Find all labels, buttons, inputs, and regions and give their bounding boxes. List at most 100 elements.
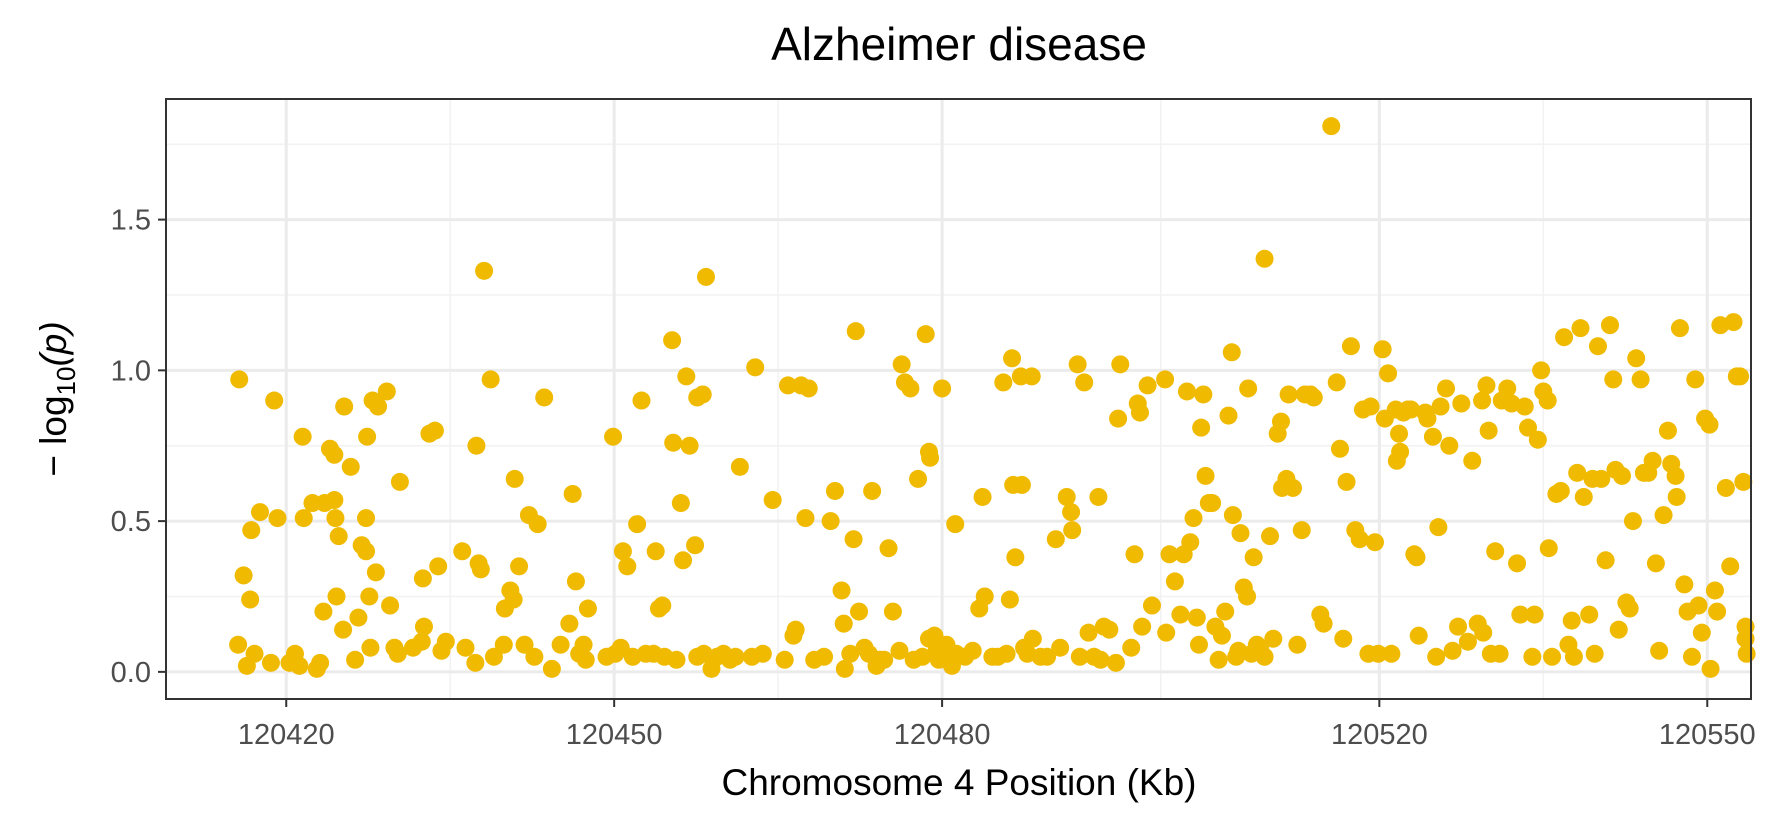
data-point (1341, 337, 1360, 356)
data-point (1189, 635, 1208, 654)
data-point (429, 557, 448, 576)
data-point (242, 521, 261, 540)
data-point (850, 602, 869, 621)
data-point (334, 620, 353, 639)
data-point (946, 515, 965, 534)
data-point (664, 433, 683, 452)
data-point (1373, 340, 1392, 359)
data-point (241, 590, 260, 609)
data-point (1177, 382, 1196, 401)
data-point (753, 644, 772, 663)
data-point (528, 515, 547, 534)
data-point (327, 587, 346, 606)
x-axis: 120420 120450 120480 120520 120550 (238, 699, 1756, 751)
data-point (314, 602, 333, 621)
data-point (481, 370, 500, 389)
data-point (1604, 370, 1623, 389)
data-point (1568, 463, 1587, 482)
data-point (1551, 481, 1570, 500)
data-point (1525, 605, 1544, 624)
data-point (1304, 388, 1323, 407)
data-point (366, 563, 385, 582)
data-point (413, 569, 432, 588)
data-point (1519, 418, 1538, 437)
y-axis-title-prefix: − log (33, 395, 74, 476)
data-point (1322, 117, 1341, 136)
data-point (1564, 647, 1583, 666)
data-point (357, 542, 376, 561)
data-point (1203, 494, 1222, 513)
data-point (1292, 521, 1311, 540)
data-point (646, 542, 665, 561)
y-axis-title: − log10(p) (33, 321, 81, 476)
data-point (1068, 355, 1087, 374)
y-axis-title-suffix: (p) (33, 321, 74, 366)
data-point (1613, 466, 1632, 485)
data-point (1402, 400, 1421, 419)
data-point (1142, 596, 1161, 615)
data-point (390, 472, 409, 491)
data-point (1365, 533, 1384, 552)
data-point (1407, 548, 1426, 567)
data-point (1596, 551, 1615, 570)
data-point (1532, 361, 1551, 380)
data-point (1223, 506, 1242, 525)
data-point (1737, 644, 1756, 663)
data-point (1046, 530, 1065, 549)
data-point (846, 322, 865, 341)
data-point (1437, 379, 1456, 398)
data-point (653, 596, 672, 615)
data-point (628, 515, 647, 534)
data-point (505, 469, 524, 488)
y-tick-label: 1.5 (111, 205, 151, 237)
data-point (973, 487, 992, 506)
data-point (1443, 641, 1462, 660)
x-tick-label: 120550 (1659, 719, 1756, 751)
data-point (1038, 647, 1057, 666)
data-point (361, 638, 380, 657)
data-point (1511, 605, 1530, 624)
data-point (1486, 542, 1505, 561)
data-point (251, 503, 270, 522)
data-point (1716, 478, 1735, 497)
data-point (879, 539, 898, 558)
data-point (1109, 409, 1128, 428)
data-point (1498, 379, 1517, 398)
data-point (1431, 397, 1450, 416)
data-point (1477, 376, 1496, 395)
data-point (1255, 249, 1274, 268)
data-point (1515, 397, 1534, 416)
data-point (1138, 376, 1157, 395)
data-point (677, 367, 696, 386)
data-point (1620, 599, 1639, 618)
data-point (515, 635, 534, 654)
data-point (632, 391, 651, 410)
data-point (467, 436, 486, 455)
data-point (1508, 554, 1527, 573)
data-point (1334, 629, 1353, 648)
data-point (1100, 620, 1119, 639)
data-point (1449, 617, 1468, 636)
data-point (975, 587, 994, 606)
x-tick-label: 120480 (894, 719, 991, 751)
data-point (381, 596, 400, 615)
data-point (775, 650, 794, 669)
data-point (1658, 421, 1677, 440)
data-point (1643, 451, 1662, 470)
data-point (1689, 596, 1708, 615)
data-point (230, 370, 249, 389)
data-point (1562, 611, 1581, 630)
data-point (1646, 554, 1665, 573)
y-tick-label: 0.0 (111, 657, 151, 689)
data-point (1592, 469, 1611, 488)
data-point (1675, 575, 1694, 594)
data-point (1192, 418, 1211, 437)
data-point (290, 656, 309, 675)
data-point (1627, 349, 1646, 368)
data-point (1122, 638, 1141, 657)
data-point (229, 635, 248, 654)
data-point (1555, 328, 1574, 347)
data-point (1429, 518, 1448, 537)
data-point (268, 509, 287, 528)
